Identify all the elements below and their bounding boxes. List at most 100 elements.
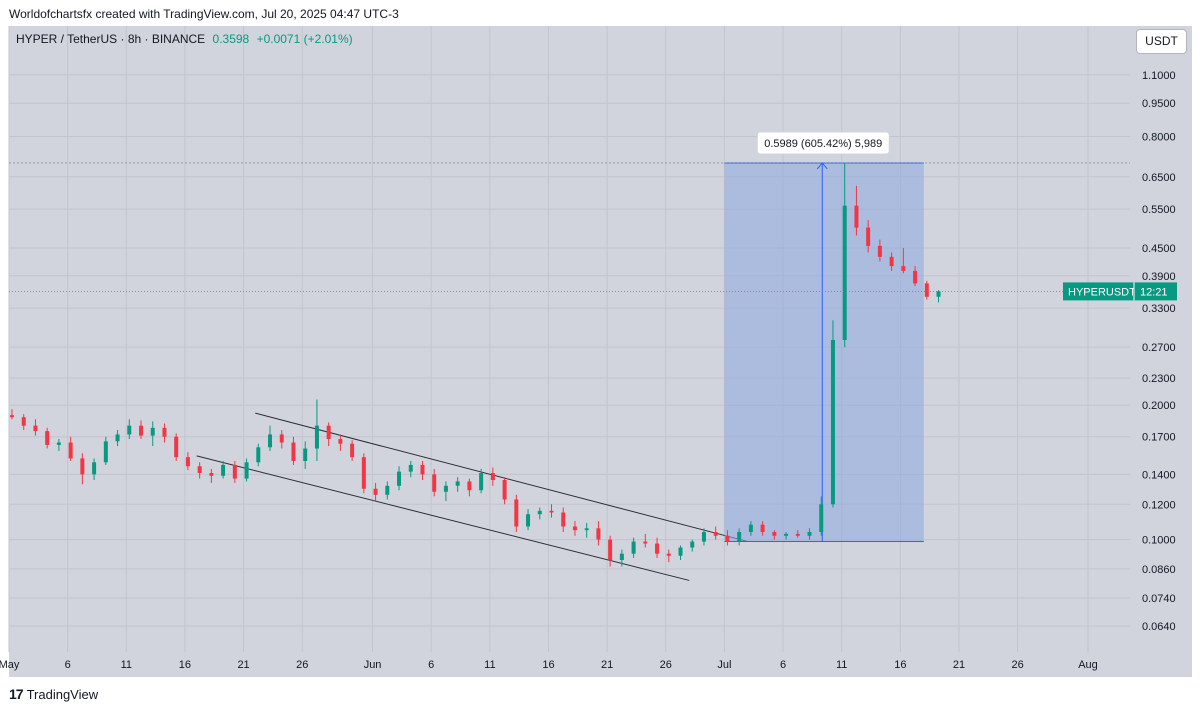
tradingview-icon: 17 bbox=[9, 686, 24, 702]
candle-body bbox=[572, 526, 577, 531]
candle-body bbox=[350, 443, 355, 458]
x-tick-label: 26 bbox=[296, 659, 308, 671]
x-tick-label: 21 bbox=[237, 659, 249, 671]
y-tick-label: 0.9500 bbox=[1142, 98, 1176, 110]
price-tag-countdown-bg bbox=[1134, 282, 1177, 301]
y-tick-label: 0.6500 bbox=[1142, 172, 1176, 184]
range-arrow-head bbox=[816, 162, 828, 170]
candle-body bbox=[21, 417, 26, 426]
candle-body bbox=[854, 205, 859, 228]
x-tick-label: 6 bbox=[65, 659, 71, 671]
candle-body bbox=[80, 458, 85, 475]
channel-line-upper bbox=[255, 412, 749, 543]
currency-button[interactable]: USDT bbox=[1136, 29, 1187, 54]
candles bbox=[10, 162, 941, 567]
candle-body bbox=[256, 447, 261, 463]
time-axis: May 6 11 16 21 26 Jun 6 11 16 21 26 Jul 6 11 16 21 26 Aug bbox=[0, 659, 1098, 671]
candle-body bbox=[291, 442, 296, 462]
candle-body bbox=[924, 283, 929, 297]
candle-body bbox=[737, 532, 742, 542]
candle-body bbox=[690, 541, 695, 548]
candle-body bbox=[162, 427, 167, 437]
price-axis: 1.1000 0.9500 0.8000 0.6500 0.5500 0.4500 0.39… bbox=[1142, 70, 1176, 633]
candle-body bbox=[701, 532, 706, 542]
candle-body bbox=[643, 541, 648, 544]
y-tick-label: 0.8000 bbox=[1142, 132, 1176, 144]
x-tick-label: 26 bbox=[1012, 659, 1024, 671]
symbol-name: HYPER / TetherUS · 8h · BINANCE bbox=[16, 32, 206, 46]
candle-body bbox=[913, 270, 918, 284]
candle-body bbox=[244, 462, 249, 479]
x-tick-label: 16 bbox=[542, 659, 554, 671]
candle-body bbox=[467, 481, 472, 491]
candle-body bbox=[185, 457, 190, 467]
candle-body bbox=[901, 266, 906, 271]
candle-body bbox=[795, 533, 800, 536]
trend-channel bbox=[196, 412, 749, 581]
logo-text: TradingView bbox=[26, 686, 99, 702]
candle-body bbox=[420, 464, 425, 475]
channel-line-lower bbox=[196, 455, 690, 581]
candle-body bbox=[807, 532, 812, 536]
x-tick-label: 11 bbox=[121, 659, 132, 671]
candle-body bbox=[385, 485, 390, 495]
candle-body bbox=[408, 464, 413, 472]
candle-body bbox=[490, 473, 495, 480]
x-tick-label: 11 bbox=[836, 659, 847, 671]
x-tick-label: 16 bbox=[894, 659, 906, 671]
candle-body bbox=[784, 533, 789, 536]
price-overlay: HYPERUSDT 12:21 bbox=[9, 282, 1177, 301]
header-bar: Worldofchartsfx created with TradingView… bbox=[0, 0, 1200, 26]
price-tag-symbol-bg bbox=[1063, 282, 1134, 301]
candle-body bbox=[502, 479, 507, 500]
y-tick-label: 0.2000 bbox=[1142, 400, 1176, 412]
candle-body bbox=[150, 427, 155, 436]
y-tick-label: 0.0640 bbox=[1142, 621, 1176, 633]
y-tick-label: 0.2300 bbox=[1142, 373, 1176, 385]
candle-body bbox=[713, 532, 718, 536]
candle-body bbox=[338, 439, 343, 444]
y-tick-label: 0.0860 bbox=[1142, 564, 1176, 576]
candle-body bbox=[174, 436, 179, 458]
candle-body bbox=[373, 488, 378, 495]
candle-body bbox=[619, 553, 624, 561]
candle-body bbox=[889, 256, 894, 267]
y-tick-label: 0.0740 bbox=[1142, 593, 1176, 605]
candle-body bbox=[314, 425, 319, 449]
y-tick-label: 0.3900 bbox=[1142, 271, 1176, 283]
tradingview-logo[interactable]: 17 TradingView bbox=[9, 686, 98, 702]
y-tick-label: 0.1000 bbox=[1142, 535, 1176, 547]
x-tick-label: 6 bbox=[428, 659, 434, 671]
attribution-text: Worldofchartsfx created with TradingView… bbox=[9, 7, 399, 21]
x-tick-label: 26 bbox=[660, 659, 672, 671]
candle-body bbox=[655, 543, 660, 554]
x-tick-label: Jul bbox=[717, 659, 731, 671]
range-label-text: 0.5989 (605.42%) 5,989 bbox=[764, 138, 882, 150]
candle-body bbox=[33, 425, 38, 432]
candle-body bbox=[866, 227, 871, 246]
candle-body bbox=[936, 291, 941, 297]
candle-body bbox=[326, 425, 331, 440]
candle-body bbox=[561, 512, 566, 527]
x-tick-label: 21 bbox=[601, 659, 613, 671]
candle-body bbox=[443, 485, 448, 492]
candle-body bbox=[221, 464, 226, 476]
x-tick-label: Aug bbox=[1078, 659, 1098, 671]
candle-body bbox=[842, 205, 847, 341]
y-tick-label: 0.1200 bbox=[1142, 499, 1176, 511]
x-tick-label: 16 bbox=[179, 659, 191, 671]
candle-body bbox=[92, 462, 97, 475]
x-tick-label: 6 bbox=[780, 659, 786, 671]
candle-body bbox=[115, 434, 120, 442]
candle-body bbox=[748, 524, 753, 533]
candle-body bbox=[268, 434, 273, 448]
candle-body bbox=[455, 481, 460, 486]
symbol-info: HYPER / TetherUS · 8h · BINANCE 0.3598 +… bbox=[16, 32, 353, 46]
candle-body bbox=[830, 340, 835, 505]
y-tick-label: 0.3300 bbox=[1142, 303, 1176, 315]
candle-body bbox=[68, 442, 73, 459]
x-tick-label: 21 bbox=[953, 659, 965, 671]
candle-body bbox=[631, 541, 636, 554]
candle-body bbox=[584, 528, 589, 531]
